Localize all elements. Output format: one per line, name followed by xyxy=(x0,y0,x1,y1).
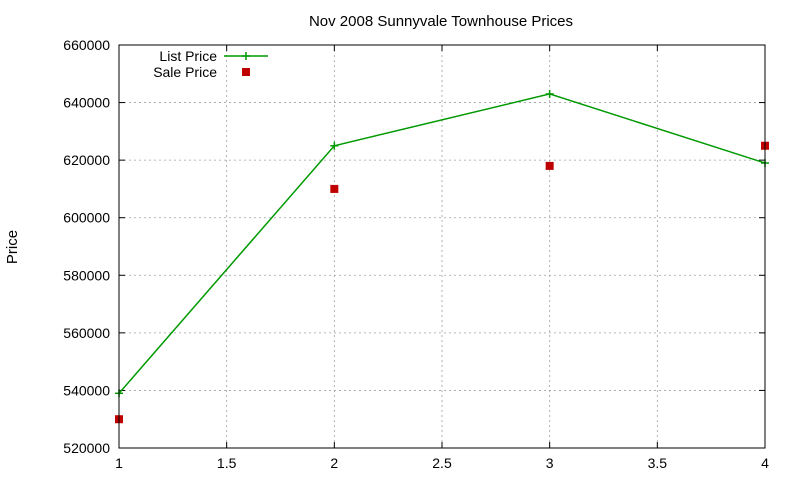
x-tick-label: 4 xyxy=(761,455,769,471)
list-price-point xyxy=(330,141,339,150)
grid-lines xyxy=(119,45,765,448)
legend-label: Sale Price xyxy=(153,64,217,80)
y-tick-label: 620000 xyxy=(63,152,110,168)
list-price-point xyxy=(545,89,554,98)
y-tick-label: 640000 xyxy=(63,95,110,111)
x-tick-label: 2.5 xyxy=(432,455,452,471)
axis-ticks: 520000 540000 560000 580000 600000 620000 6400… xyxy=(63,37,769,471)
sale-price-point xyxy=(545,161,554,170)
x-tick-label: 1.5 xyxy=(217,455,237,471)
x-tick-label: 1 xyxy=(115,455,123,471)
chart-title: Nov 2008 Sunnyvale Townhouse Prices xyxy=(309,13,573,30)
legend-label: List Price xyxy=(159,48,217,64)
plot-frame xyxy=(118,44,766,449)
x-tick-label: 3 xyxy=(546,455,554,471)
legend-marker xyxy=(242,52,250,60)
y-tick-label: 580000 xyxy=(63,267,110,283)
list-price-line xyxy=(118,93,766,394)
y-tick-label: 560000 xyxy=(63,325,110,341)
y-tick-label: 540000 xyxy=(63,382,110,398)
legend-marker xyxy=(242,68,250,76)
y-tick-label: 520000 xyxy=(63,440,110,456)
sale-price-point xyxy=(330,184,339,193)
y-axis-label: Price xyxy=(4,230,21,264)
y-tick-label: 660000 xyxy=(63,37,110,53)
y-tick-label: 600000 xyxy=(63,210,110,226)
x-tick-label: 3.5 xyxy=(648,455,668,471)
x-tick-label: 2 xyxy=(330,455,338,471)
